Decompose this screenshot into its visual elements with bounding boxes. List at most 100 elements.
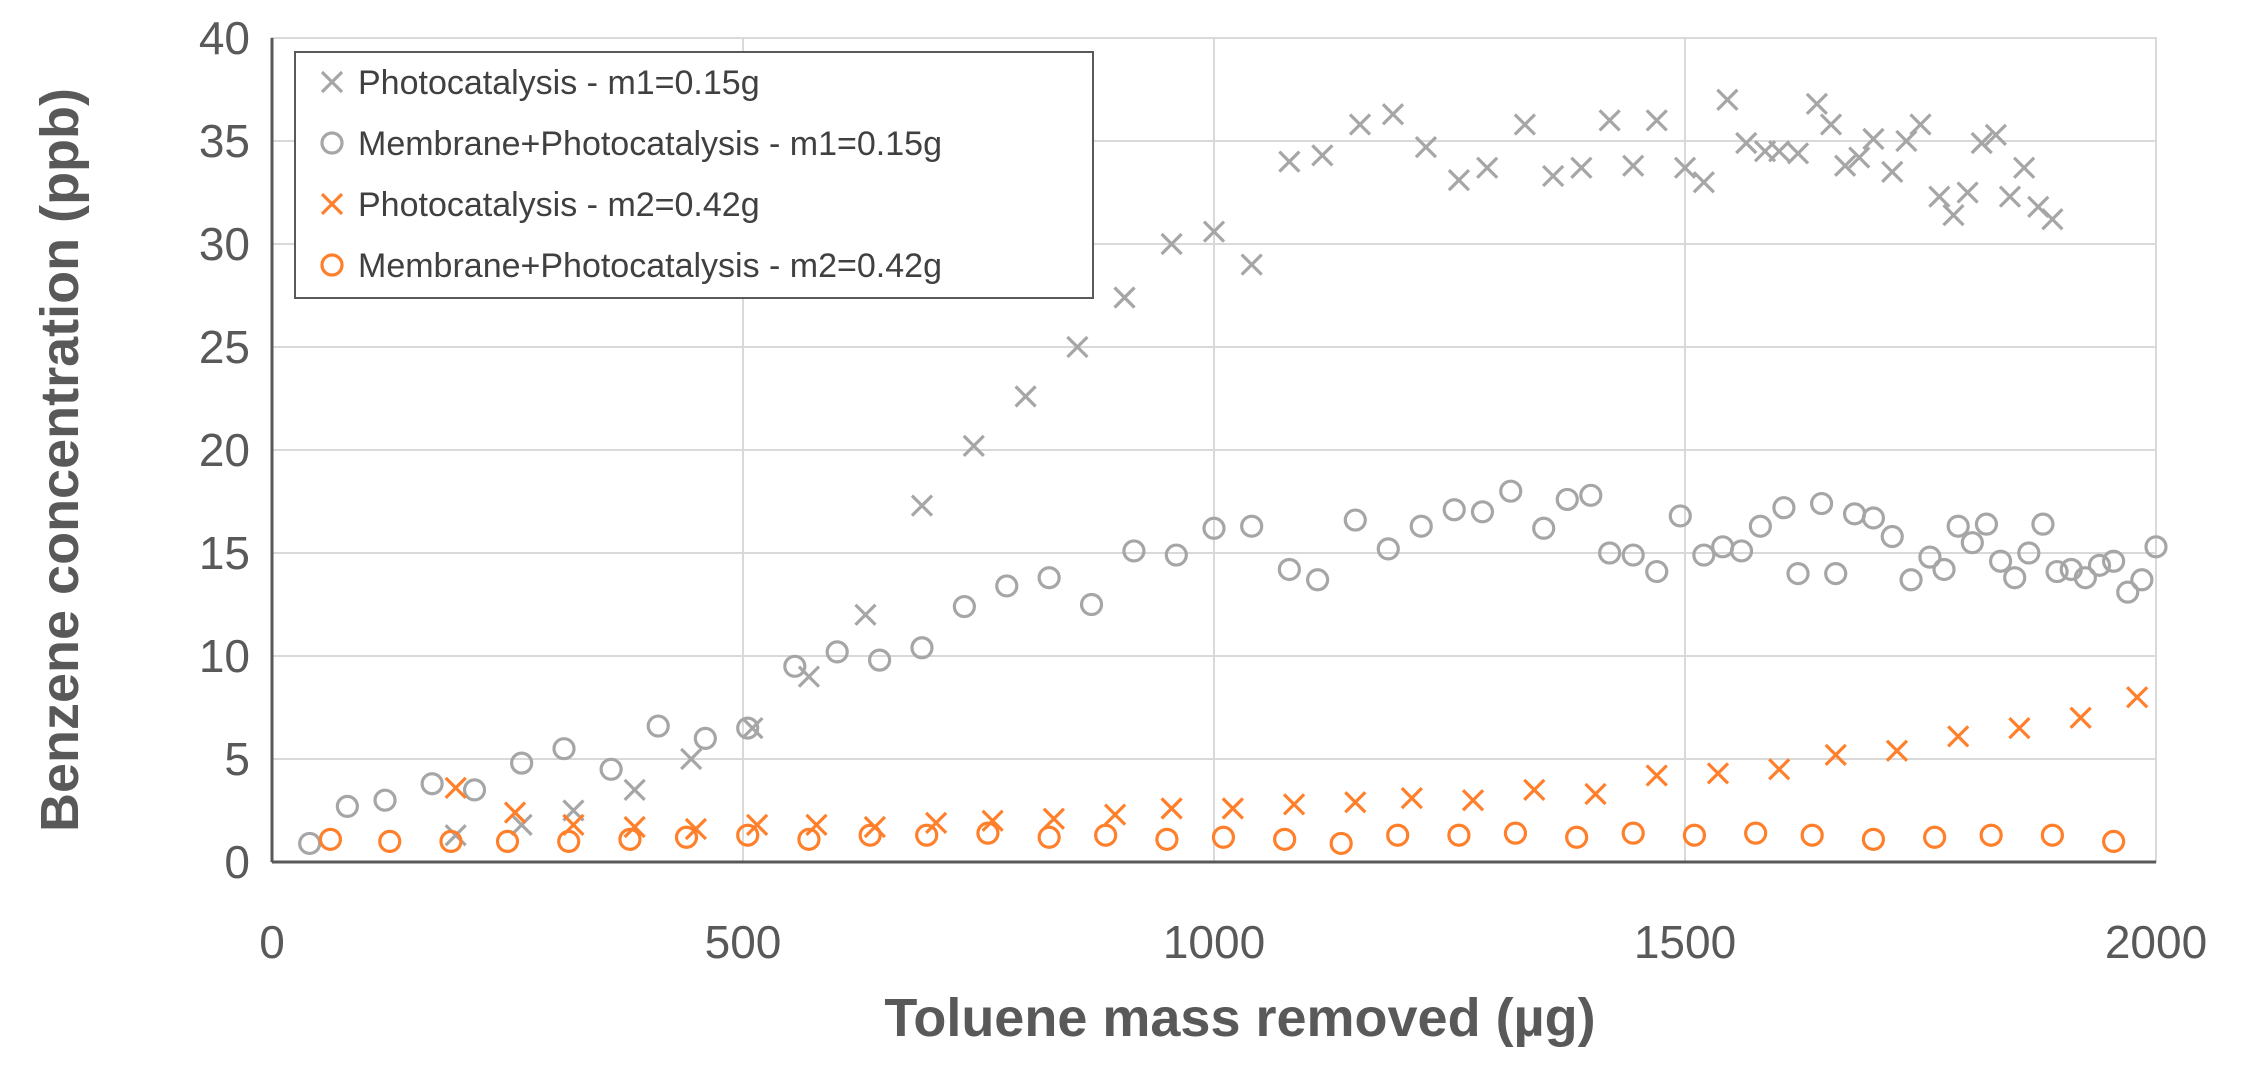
data-point bbox=[1584, 782, 1607, 806]
data-point bbox=[557, 829, 581, 854]
data-point bbox=[1673, 156, 1697, 179]
data-point bbox=[2045, 559, 2069, 584]
data-point bbox=[1503, 821, 1528, 845]
data-point bbox=[854, 603, 877, 626]
data-point bbox=[1809, 491, 1834, 516]
data-point bbox=[1278, 150, 1301, 173]
data-point bbox=[1885, 739, 1909, 762]
series-3 bbox=[444, 686, 2149, 841]
data-point bbox=[2003, 566, 2027, 590]
data-point bbox=[858, 823, 882, 847]
data-point bbox=[1598, 541, 1622, 565]
data-point bbox=[1668, 504, 1692, 528]
data-point bbox=[1447, 823, 1471, 847]
data-point bbox=[1348, 113, 1372, 136]
data-point bbox=[1861, 506, 1886, 530]
data-point bbox=[1947, 725, 1970, 748]
data-point bbox=[1523, 778, 1546, 802]
legend-marker-series-2 bbox=[320, 131, 344, 155]
legend-box bbox=[294, 51, 1094, 299]
data-point bbox=[783, 654, 807, 678]
data-point bbox=[797, 665, 821, 688]
y-tick-label: 15 bbox=[199, 527, 250, 579]
data-point bbox=[1113, 286, 1136, 309]
data-point bbox=[1970, 131, 1993, 155]
data-point bbox=[2126, 686, 2149, 709]
data-point bbox=[1692, 171, 1715, 194]
data-point bbox=[736, 716, 760, 740]
data-point bbox=[2017, 541, 2041, 565]
data-point bbox=[1923, 825, 1947, 849]
data-point bbox=[318, 827, 343, 851]
legend-markers bbox=[320, 70, 344, 277]
y-tick-label: 0 bbox=[224, 836, 250, 888]
data-point bbox=[1768, 758, 1791, 781]
data-point bbox=[1834, 154, 1857, 177]
data-point bbox=[378, 829, 402, 854]
data-point bbox=[1748, 514, 1772, 538]
data-point bbox=[1744, 821, 1768, 845]
data-point bbox=[1532, 516, 1556, 540]
data-point bbox=[1974, 512, 1999, 536]
data-point bbox=[552, 737, 576, 761]
y-tick-label: 35 bbox=[199, 115, 250, 167]
data-point bbox=[1824, 743, 1847, 767]
y-tick-label: 10 bbox=[199, 630, 250, 682]
data-point bbox=[1768, 140, 1791, 163]
data-point bbox=[910, 636, 934, 660]
legend-marker-series-4 bbox=[320, 253, 344, 277]
legend-label-series-3: Photocatalysis - m2=0.42g bbox=[358, 186, 760, 224]
data-point bbox=[797, 827, 821, 851]
axis-layer: 0 5 10 15 20 25 30 35 40 0 500 1000 1500 2000 bbox=[199, 12, 2207, 968]
data-point bbox=[1376, 537, 1400, 561]
data-point bbox=[1861, 827, 1886, 851]
data-point bbox=[1409, 514, 1433, 538]
data-point bbox=[1447, 169, 1471, 192]
data-point bbox=[1273, 827, 1297, 851]
data-point bbox=[1735, 131, 1758, 155]
data-point bbox=[1329, 831, 1353, 856]
x-axis-title: Toluene mass removed (µg) bbox=[884, 988, 1595, 1048]
data-point bbox=[646, 714, 670, 738]
y-tick-label: 30 bbox=[199, 218, 250, 270]
data-point bbox=[1928, 185, 1951, 208]
data-point bbox=[1622, 154, 1645, 177]
data-point bbox=[1819, 113, 1843, 136]
data-point bbox=[1805, 92, 1829, 116]
data-point bbox=[1122, 539, 1146, 563]
data-point bbox=[1988, 549, 2013, 573]
data-point bbox=[1499, 479, 1523, 503]
data-point bbox=[1772, 496, 1796, 520]
data-point bbox=[1277, 557, 1301, 582]
y-tick-label: 5 bbox=[224, 733, 250, 785]
data-point bbox=[1461, 789, 1485, 812]
data-point bbox=[1842, 502, 1867, 526]
y-tick-label: 25 bbox=[199, 321, 250, 373]
series-1 bbox=[444, 88, 2064, 847]
data-point bbox=[1692, 543, 1716, 567]
data-point bbox=[825, 640, 849, 664]
data-point bbox=[805, 813, 828, 837]
data-point bbox=[444, 824, 467, 847]
data-point bbox=[2144, 535, 2168, 559]
data-point bbox=[1621, 543, 1645, 567]
data-point bbox=[495, 829, 520, 854]
data-point bbox=[1998, 185, 2022, 208]
data-point bbox=[1880, 524, 1904, 549]
data-point bbox=[674, 825, 699, 849]
data-point bbox=[1381, 103, 1405, 126]
legend: Photocatalysis - m1=0.15g Membrane+Photo… bbox=[294, 51, 1094, 299]
y-tick-label: 40 bbox=[199, 12, 250, 64]
data-point bbox=[1014, 385, 1037, 408]
data-point bbox=[2116, 580, 2140, 604]
data-point bbox=[1306, 568, 1330, 592]
data-point bbox=[1645, 109, 1668, 132]
data-point bbox=[1716, 88, 1739, 111]
data-point bbox=[510, 813, 533, 837]
data-point bbox=[1909, 113, 1932, 136]
data-point bbox=[1786, 142, 1810, 165]
data-point bbox=[981, 809, 1004, 832]
data-point bbox=[1541, 164, 1565, 188]
data-point bbox=[1848, 146, 1871, 169]
